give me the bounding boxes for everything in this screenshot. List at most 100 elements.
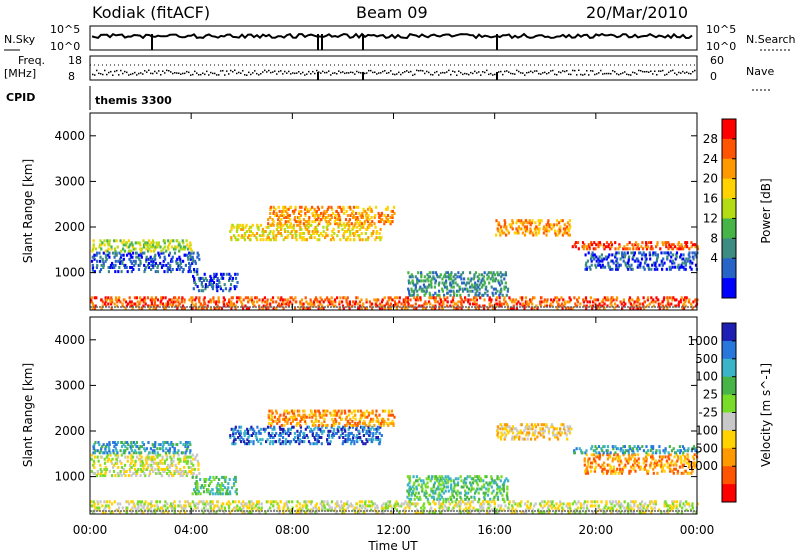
velocity-cell — [206, 490, 209, 494]
velocity-cell — [270, 434, 273, 437]
velocity-cell — [597, 445, 601, 449]
velocity-cell — [372, 417, 375, 421]
velocity-cell — [141, 459, 144, 463]
power-cell — [682, 306, 686, 310]
power-cell — [234, 236, 237, 240]
freq-point — [248, 71, 250, 74]
velocity-cell — [286, 411, 289, 415]
velocity-cell — [436, 497, 439, 501]
velocity-cell — [442, 483, 445, 487]
power-cell — [491, 275, 494, 279]
velocity-cell — [439, 477, 442, 481]
velocity-cell — [408, 497, 411, 501]
power-cell — [293, 209, 296, 213]
power-cell — [121, 304, 124, 308]
power-cell — [174, 245, 177, 249]
velocity-cell — [459, 491, 462, 495]
velocity-cell — [283, 504, 286, 508]
power-cell — [445, 281, 448, 285]
velocity-cell — [275, 500, 278, 504]
power-cell — [233, 234, 236, 238]
velocity-cell — [314, 423, 317, 427]
velocity-cell — [408, 477, 411, 481]
power-cell — [597, 241, 600, 245]
power-cell — [190, 251, 193, 255]
velocity-cell — [451, 491, 454, 495]
power-cell — [102, 251, 105, 255]
power-cell — [462, 300, 465, 304]
freq-point — [468, 73, 470, 76]
power-cell — [489, 271, 492, 275]
velocity-cell — [298, 440, 301, 444]
power-cell — [343, 296, 346, 300]
power-cell — [362, 207, 365, 211]
power-cell — [555, 233, 558, 237]
power-cell — [499, 291, 502, 295]
power-cell — [532, 296, 535, 300]
velocity-cell — [184, 443, 187, 447]
power-cell — [186, 243, 189, 247]
power-cell — [280, 218, 283, 222]
power-cell — [422, 306, 425, 310]
power-cell — [171, 298, 174, 302]
power-cell — [644, 255, 647, 259]
power-cell — [167, 243, 171, 247]
velocity-cell — [93, 443, 96, 447]
power-cell — [98, 251, 101, 255]
velocity-cell — [366, 415, 369, 419]
power-cell — [507, 231, 510, 235]
velocity-cell — [680, 471, 683, 475]
power-cell — [612, 261, 615, 265]
velocity-cell — [154, 510, 157, 514]
velocity-cell — [104, 510, 107, 514]
power-cell — [498, 223, 501, 227]
power-cell — [550, 223, 553, 227]
power-cell — [693, 251, 696, 255]
freq-trace — [92, 69, 696, 80]
velocity-cell — [151, 457, 154, 461]
power-cell — [131, 306, 134, 310]
freq-point — [190, 74, 192, 76]
velocity-cell — [100, 472, 103, 475]
power-cell — [230, 302, 233, 306]
freq-point — [250, 73, 252, 76]
power-cell — [91, 247, 95, 251]
power-cell — [199, 304, 202, 308]
velocity-cell — [358, 500, 362, 504]
power-cell — [469, 279, 472, 283]
power-cell — [242, 306, 245, 310]
power-cell — [326, 227, 329, 231]
velocity-cell — [357, 436, 360, 439]
power-cell — [133, 296, 136, 300]
power-cell — [438, 275, 441, 279]
velocity-cell — [327, 434, 331, 437]
velocity-cell — [308, 510, 311, 514]
freq-point — [132, 72, 134, 75]
velocity-cell — [193, 467, 196, 471]
velocity-cell — [555, 427, 558, 431]
velocity-cell — [145, 455, 148, 459]
velocity-cell — [656, 471, 659, 475]
power-cell — [592, 247, 595, 251]
velocity-cell — [501, 425, 504, 429]
velocity-cell — [670, 461, 673, 465]
velocity-cell — [594, 461, 597, 465]
power-cell — [333, 232, 336, 235]
velocity-cell — [278, 510, 281, 514]
velocity-cell — [272, 419, 275, 423]
power-cell — [152, 241, 155, 245]
power-cell — [284, 298, 287, 302]
freq-tick-top: 18 — [68, 54, 82, 67]
velocity-cell — [321, 413, 324, 417]
power-cell — [442, 275, 446, 279]
velocity-cell — [259, 442, 263, 446]
velocity-cell — [106, 451, 109, 455]
power-cell — [337, 205, 340, 209]
power-cell — [679, 255, 682, 259]
power-cell — [505, 227, 508, 231]
velocity-cell — [112, 465, 115, 469]
velocity-cell — [627, 451, 630, 455]
power-cell — [92, 270, 95, 274]
power-cell — [267, 236, 270, 240]
velocity-cell — [112, 449, 115, 453]
